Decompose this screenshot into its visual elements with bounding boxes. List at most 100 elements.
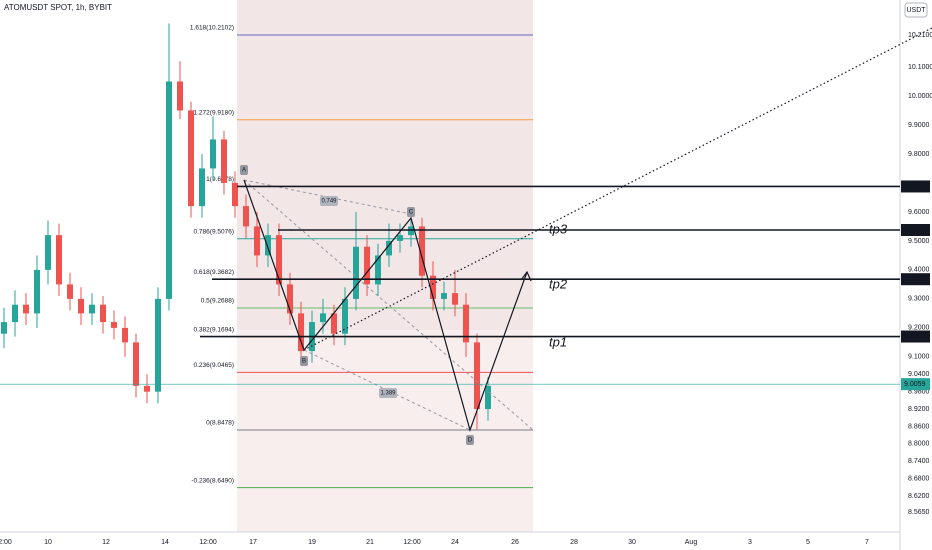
fib-label: 1.272(9.9180) [194,109,234,116]
candle-body [12,304,18,323]
fib-label: -0.236(8.6490) [191,477,234,484]
price-label: 10.1000 [908,64,932,71]
fib-label: 0.786(9.5076) [194,228,234,235]
price-label: 9.1000 [908,354,930,361]
fib-label: 0.618(9.3682) [194,269,234,276]
price-label: 9.5000 [908,238,930,245]
price-label: 8.6800 [908,475,930,482]
pattern-point: D [468,438,473,444]
price-tag [901,378,930,391]
time-label: 14 [161,539,169,546]
price-label: 9.9000 [908,122,930,129]
candle-body [375,255,381,285]
time-label: 7 [865,539,869,546]
arrow-head [520,270,532,282]
candle-body [34,269,40,314]
candle-body [1,322,7,334]
price-tag [901,330,930,343]
candle-body [298,313,304,352]
currency-button[interactable] [904,2,928,18]
candle-body [331,313,337,334]
price-label: 8.9200 [908,406,930,413]
candle-body [430,275,436,299]
candle-body [320,313,326,323]
price-tag [901,273,930,286]
price-label: 8.8600 [908,423,930,430]
time-label: 10 [44,539,52,546]
candle-body [342,298,348,334]
candle-body [265,235,271,256]
price-label: 9.3000 [908,296,930,303]
candle-body [78,298,84,314]
fib-label: 1(9.6878) [206,176,234,183]
candle-body [155,298,161,392]
price-label: 10.2100 [908,32,932,39]
candle-body [287,284,293,314]
candle-body [232,182,238,207]
candle-body [441,293,447,299]
ratio-box [320,196,338,206]
candle-body [452,293,458,305]
price-tag-label: 9.1702 [904,333,926,340]
time-label: 26 [511,539,519,546]
fib-label: 1.618(10.2102) [190,25,234,32]
time-label: 30 [628,539,636,546]
candle-body [243,206,249,227]
price-label: 9.8000 [908,151,930,158]
candle-body [144,385,150,392]
candle-body [353,246,359,299]
candle-body [397,235,403,241]
candle-body [199,168,205,207]
candle-body [419,226,425,276]
time-label: 5 [806,539,810,546]
range-shade-bottom [237,330,533,532]
price-tag-label: 9.6878 [904,183,926,190]
time-label: 19 [308,539,316,546]
candle-body [100,304,106,323]
time-label: 12 [102,539,110,546]
candle-body [386,240,392,256]
time-label: 21 [366,539,374,546]
price-label: 10.0000 [908,93,932,100]
price-label: 9.4000 [908,267,930,274]
time-label: 24 [451,539,459,546]
price-tag [901,224,930,237]
price-label: 8.9800 [908,389,930,396]
target-label: tp1 [549,334,567,349]
candle-body [254,226,260,256]
pattern-point-box [240,165,248,175]
candle-body [221,139,227,183]
price-tag [901,180,930,193]
target-label: tp2 [549,276,568,291]
harmonic-pattern [243,179,528,432]
fib-label: 0.236(9.0465) [194,362,234,369]
price-label: 9.2000 [908,325,930,332]
price-tag-label: 9.5376 [904,227,926,234]
price-tag-label: 9.3679 [904,276,926,283]
trend-line [303,27,932,351]
candle-body [210,139,216,169]
ratio-box [379,388,397,398]
price-tag-label: 9.0059 [904,381,926,388]
candle-body [276,235,282,285]
candle-body [188,110,194,207]
candle-body [485,385,491,410]
candle-body [23,304,29,314]
candle-body [122,327,128,343]
ratio-label: 1.389 [380,391,396,397]
ratio-label: 0.749 [321,199,337,205]
price-label: 8.7400 [908,458,930,465]
time-label: 2:00 [0,539,12,546]
candle-body [89,304,95,314]
price-label: 8.8000 [908,441,930,448]
pattern-point: C [409,210,414,216]
time-label: 12:00 [199,539,217,546]
candle-body [166,81,172,299]
currency-button-label[interactable]: USDT [906,7,926,14]
price-label: 8.5650 [908,509,930,516]
pattern-point-box [466,435,474,445]
candle-body [463,304,469,343]
candle-body [45,235,51,270]
price-label: 9.0400 [908,371,930,378]
